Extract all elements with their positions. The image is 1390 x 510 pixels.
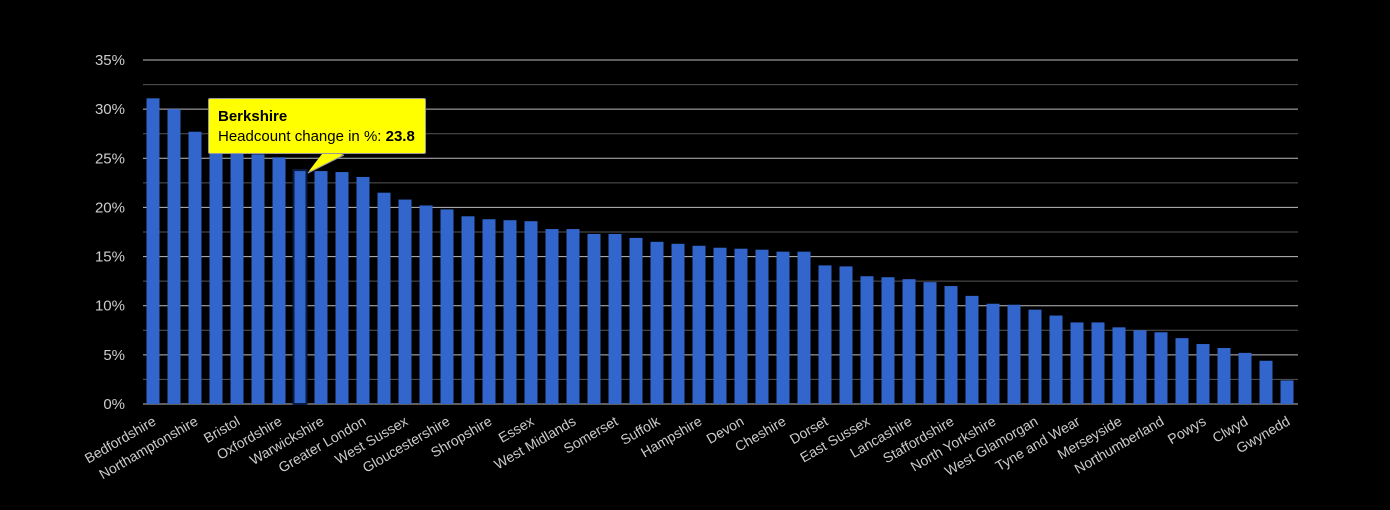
- bar-item-28[interactable]: [713, 247, 727, 404]
- bar-bedfordshire[interactable]: [146, 98, 160, 405]
- y-tick-label: 5%: [103, 347, 125, 364]
- y-tick-label: 30%: [95, 101, 125, 118]
- bar-item-32[interactable]: [797, 251, 811, 404]
- bar-item-22[interactable]: [587, 233, 601, 404]
- bar-hampshire[interactable]: [692, 245, 706, 404]
- bar-tyne-and-wear[interactable]: [1070, 322, 1084, 404]
- bar-devon[interactable]: [734, 248, 748, 404]
- bar-northamptonshire[interactable]: [188, 131, 202, 404]
- y-tick-label: 10%: [95, 298, 125, 315]
- bar-east-sussex[interactable]: [860, 276, 874, 404]
- bar-west-midlands[interactable]: [566, 229, 580, 404]
- bar-item-6[interactable]: [251, 154, 265, 404]
- bar-north-yorkshire[interactable]: [986, 303, 1000, 404]
- bar-item-24[interactable]: [629, 237, 643, 404]
- bar-item-26[interactable]: [671, 243, 685, 404]
- bar-item-16[interactable]: [461, 216, 475, 404]
- bar-warwickshire[interactable]: [314, 171, 328, 404]
- tooltip: Berkshire Headcount change in %: 23.8: [208, 98, 426, 154]
- bar-essex[interactable]: [524, 221, 538, 404]
- bar-cheshire[interactable]: [776, 251, 790, 404]
- bar-item-52[interactable]: [1217, 347, 1231, 404]
- bar-gloucestershire[interactable]: [440, 209, 454, 404]
- bar-dorset[interactable]: [818, 265, 832, 404]
- bar-clwyd[interactable]: [1238, 352, 1252, 404]
- bar-item-34[interactable]: [839, 266, 853, 404]
- bar-shropshire[interactable]: [482, 219, 496, 404]
- bar-gwynedd[interactable]: [1280, 380, 1294, 404]
- bar-item-30[interactable]: [755, 249, 769, 404]
- bar-somerset[interactable]: [608, 233, 622, 404]
- bar-west-sussex[interactable]: [398, 199, 412, 404]
- tooltip-pointer: [307, 154, 345, 174]
- bar-item-10[interactable]: [335, 172, 349, 404]
- bar-berkshire[interactable]: [292, 169, 308, 405]
- bar-staffordshire[interactable]: [944, 286, 958, 404]
- bar-item-2[interactable]: [167, 109, 181, 405]
- bar-item-12[interactable]: [377, 192, 391, 404]
- bar-suffolk[interactable]: [650, 241, 664, 404]
- tooltip-title: Berkshire: [218, 108, 288, 125]
- bar-oxfordshire[interactable]: [272, 157, 286, 404]
- y-tick-label: 25%: [95, 150, 125, 167]
- bar-greater-london[interactable]: [356, 176, 370, 404]
- y-tick-label: 35%: [95, 52, 125, 69]
- bar-northumberland[interactable]: [1154, 332, 1168, 404]
- bar-item-42[interactable]: [1007, 304, 1021, 404]
- bar-item-50[interactable]: [1175, 338, 1189, 404]
- bar-item-20[interactable]: [545, 229, 559, 404]
- bar-item-18[interactable]: [503, 220, 517, 404]
- bar-item-36[interactable]: [881, 277, 895, 404]
- bars: [146, 98, 1294, 405]
- y-tick-label: 20%: [95, 199, 125, 216]
- bar-item-54[interactable]: [1259, 360, 1273, 404]
- x-tick-label: Powys: [1165, 413, 1209, 447]
- y-tick-label: 0%: [103, 396, 125, 413]
- bar-lancashire[interactable]: [902, 279, 916, 404]
- bar-item-40[interactable]: [965, 295, 979, 404]
- bar-item-48[interactable]: [1133, 330, 1147, 404]
- bar-item-14[interactable]: [419, 205, 433, 404]
- tooltip-label: Headcount change in %:: [218, 128, 386, 145]
- bar-item-38[interactable]: [923, 282, 937, 404]
- bar-item-4[interactable]: [209, 143, 223, 405]
- bar-powys[interactable]: [1196, 344, 1210, 404]
- tooltip-value: 23.8: [385, 128, 415, 145]
- bar-item-44[interactable]: [1049, 315, 1063, 404]
- bar-item-46[interactable]: [1091, 322, 1105, 404]
- bar-merseyside[interactable]: [1112, 327, 1126, 404]
- bar-west-glamorgan[interactable]: [1028, 309, 1042, 404]
- y-axis: 0% 5% 10% 15% 20% 25% 30% 35%: [95, 52, 125, 413]
- bar-bristol[interactable]: [230, 150, 244, 404]
- y-tick-label: 15%: [95, 249, 125, 266]
